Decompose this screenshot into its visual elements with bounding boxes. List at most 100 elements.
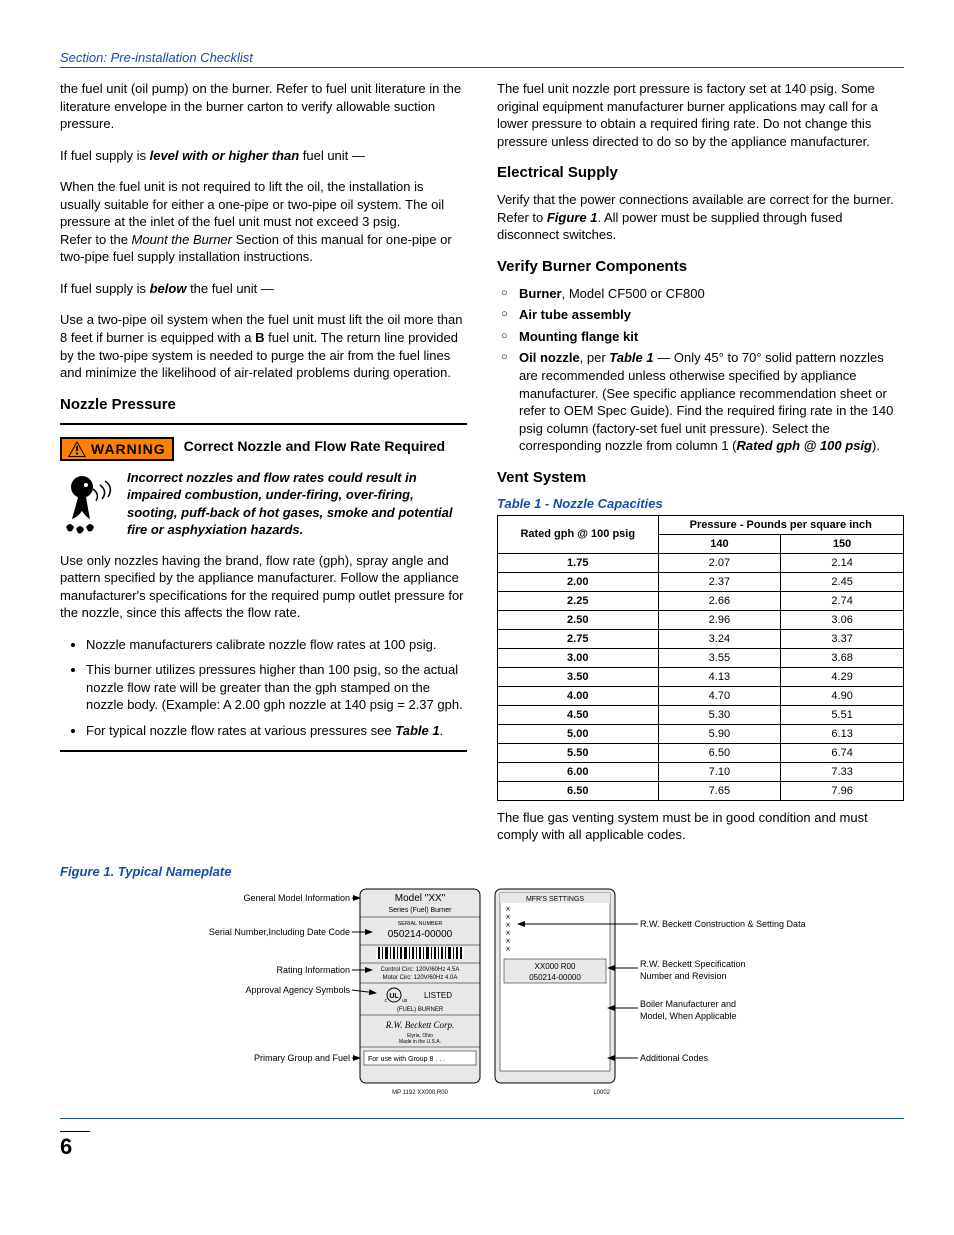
np-series: Series (Fuel) Burner <box>388 907 452 914</box>
label-construction-data: R.W. Beckett Construction & Setting Data <box>640 919 806 929</box>
table-cell: 2.45 <box>781 572 904 591</box>
table-header: 150 <box>781 534 904 553</box>
body-paragraph: Verify that the power connections availa… <box>497 191 904 244</box>
body-paragraph: The fuel unit nozzle port pressure is fa… <box>497 80 904 150</box>
checklist: Burner, Model CF500 or CF800 Air tube as… <box>497 285 904 455</box>
table-row: 5.506.506.74 <box>498 743 904 762</box>
table-cell: 6.13 <box>781 724 904 743</box>
heading-electrical-supply: Electrical Supply <box>497 164 904 181</box>
table-cell: 2.74 <box>781 591 904 610</box>
table-row: 2.753.243.37 <box>498 629 904 648</box>
table-cell: 2.50 <box>498 610 659 629</box>
label-boiler-mfr: Boiler Manufacturer and <box>640 999 736 1009</box>
table-cell: 4.90 <box>781 686 904 705</box>
text: If fuel supply is <box>60 281 150 296</box>
nozzle-capacity-table: Rated gph @ 100 psig Pressure - Pounds p… <box>497 515 904 801</box>
text: ). <box>872 438 880 453</box>
text: For typical nozzle flow rates at various… <box>86 723 395 738</box>
body-paragraph: Use a two-pipe oil system when the fuel … <box>60 311 467 381</box>
np-rating1: Control Circ: 120V/60Hz 4.5A <box>381 967 460 973</box>
footer-divider <box>60 1118 904 1119</box>
table-row: 3.504.134.29 <box>498 667 904 686</box>
text: If fuel supply is <box>60 148 150 163</box>
table-row: 4.004.704.90 <box>498 686 904 705</box>
svg-text:Made in the U.S.A.: Made in the U.S.A. <box>399 1039 441 1045</box>
label-approval: Approval Agency Symbols <box>245 985 350 995</box>
body-paragraph: When the fuel unit is not required to li… <box>60 178 467 231</box>
section-header: Section: Pre-installation Checklist <box>60 50 904 68</box>
table-cell: 2.37 <box>658 572 781 591</box>
table-cell: 3.55 <box>658 648 781 667</box>
mfr-footer: L0002 <box>593 1090 610 1096</box>
label-general-model: General Model Information <box>243 893 350 903</box>
table-row: 1.752.072.14 <box>498 553 904 572</box>
table-row: 3.003.553.68 <box>498 648 904 667</box>
divider <box>60 423 467 425</box>
label-serial: Serial Number,Including Date Code <box>209 927 350 937</box>
table-cell: 5.90 <box>658 724 781 743</box>
text: the fuel unit — <box>186 281 273 296</box>
list-item: This burner utilizes pressures higher th… <box>86 661 467 714</box>
table-cell: 6.50 <box>498 781 659 800</box>
table-cell: 6.50 <box>658 743 781 762</box>
emphasis: below <box>150 281 187 296</box>
table-cell: 3.00 <box>498 648 659 667</box>
list-item: Mounting flange kit <box>501 328 904 346</box>
emphasis: Rated gph @ 100 psig <box>737 438 872 453</box>
svg-text:X: X <box>506 931 510 937</box>
label: Air tube assembly <box>519 307 631 322</box>
body-paragraph: The flue gas venting system must be in g… <box>497 809 904 844</box>
figure-caption: Figure 1. Typical Nameplate <box>60 864 904 879</box>
body-paragraph: Refer to the Mount the Burner Section of… <box>60 231 467 266</box>
body-paragraph: the fuel unit (oil pump) on the burner. … <box>60 80 467 133</box>
warning-body-text: Incorrect nozzles and flow rates could r… <box>127 469 467 542</box>
svg-text:X: X <box>506 947 510 953</box>
np-corp: R.W. Beckett Corp. <box>385 1020 454 1030</box>
text: , per <box>580 350 610 365</box>
reference: Figure 1 <box>547 210 598 225</box>
nameplate-svg: Model "XX" Series (Fuel) Burner SERIAL N… <box>60 885 900 1105</box>
reference: Table 1 <box>609 350 653 365</box>
label-spec-number: R.W. Beckett Specification <box>640 959 746 969</box>
table-cell: 2.75 <box>498 629 659 648</box>
svg-text:UL: UL <box>389 993 399 1000</box>
table-header: Rated gph @ 100 psig <box>498 515 659 553</box>
table-cell: 2.07 <box>658 553 781 572</box>
table-cell: 2.25 <box>498 591 659 610</box>
np-sn-label: SERIAL NUMBER <box>398 921 443 927</box>
label: Oil nozzle <box>519 350 580 365</box>
text: Refer to the <box>60 232 132 247</box>
hazard-icon <box>60 469 115 542</box>
label: Mounting flange kit <box>519 329 638 344</box>
barcode-icon <box>376 947 464 959</box>
page-number: 6 <box>60 1131 90 1160</box>
svg-text:LISTED: LISTED <box>424 991 452 1000</box>
body-paragraph: If fuel supply is below the fuel unit — <box>60 280 467 298</box>
svg-text:X: X <box>506 939 510 945</box>
bullet-list: Nozzle manufacturers calibrate nozzle fl… <box>60 636 467 740</box>
reference: Table 1 <box>395 723 439 738</box>
table-cell: 6.74 <box>781 743 904 762</box>
heading-nozzle-pressure: Nozzle Pressure <box>60 396 467 413</box>
table-cell: 7.96 <box>781 781 904 800</box>
svg-text:us: us <box>402 998 408 1004</box>
text: fuel unit — <box>299 148 365 163</box>
table-cell: 4.13 <box>658 667 781 686</box>
label: Burner <box>519 286 562 301</box>
table-caption: Table 1 - Nozzle Capacities <box>497 496 904 511</box>
label-boiler-mfr-2: Model, When Applicable <box>640 1011 737 1021</box>
table-cell: 1.75 <box>498 553 659 572</box>
text: , Model CF500 or CF800 <box>562 286 705 301</box>
table-cell: 5.00 <box>498 724 659 743</box>
table-cell: 5.51 <box>781 705 904 724</box>
table-cell: 2.66 <box>658 591 781 610</box>
list-item: Nozzle manufacturers calibrate nozzle fl… <box>86 636 467 654</box>
table-header: 140 <box>658 534 781 553</box>
reference: Mount the Burner <box>132 232 232 247</box>
table-cell: 4.70 <box>658 686 781 705</box>
warning-triangle-icon <box>68 441 86 457</box>
np-group: For use with Group 8 . . . <box>368 1056 445 1063</box>
table-cell: 4.00 <box>498 686 659 705</box>
table-cell: 6.00 <box>498 762 659 781</box>
np-fuel-burner: (FUEL) BURNER <box>397 1007 444 1013</box>
